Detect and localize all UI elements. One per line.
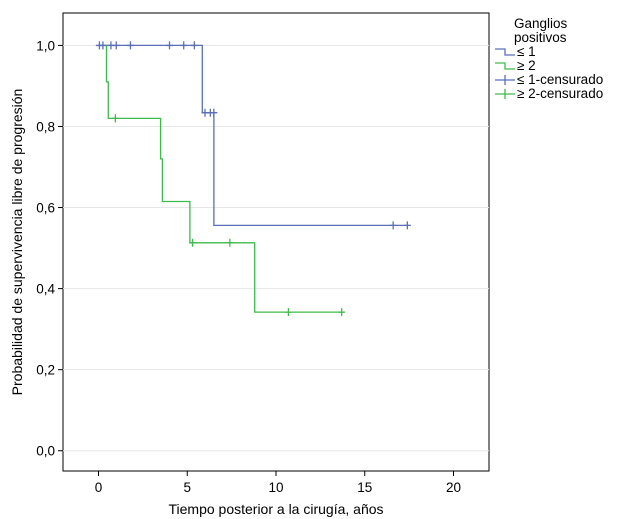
y-tick-label: 0,0 — [36, 444, 55, 459]
legend-label: ≤ 1 — [517, 44, 536, 59]
legend-item-ge2: ≥ 2 — [494, 59, 603, 73]
legend: Ganglios positivos ≤ 1 ≥ 2 ≤ 1-censurado… — [494, 17, 603, 101]
y-tick-label: 0,6 — [36, 201, 55, 216]
censor-mark — [99, 41, 107, 50]
censor-mark — [111, 114, 119, 123]
censor-mark — [126, 41, 134, 50]
censor-mark — [112, 41, 120, 50]
x-tick-label: 15 — [357, 480, 372, 495]
censor-mark — [389, 221, 397, 230]
legend-censor-icon-blue — [495, 75, 515, 85]
censor-mark — [284, 308, 292, 317]
x-tick-label: 5 — [183, 480, 191, 495]
y-tick-label: 0,8 — [36, 119, 55, 134]
legend-step-icon-blue — [495, 48, 515, 56]
x-tick-label: 20 — [446, 480, 461, 495]
y-tick-label: 0,4 — [36, 282, 55, 297]
y-tick-label: 0,2 — [36, 363, 55, 378]
x-tick-label: 10 — [268, 480, 283, 495]
censor-mark — [190, 41, 198, 50]
y-axis-label: Probabilidad de supervivencia libre de p… — [9, 89, 25, 396]
legend-label: ≥ 2-censurado — [517, 86, 604, 101]
y-tick-label: 1,0 — [36, 38, 55, 53]
x-tick-label: 0 — [95, 480, 103, 495]
legend-step-icon-green — [495, 62, 515, 70]
x-axis-ticks: 0 5 10 15 20 — [95, 471, 461, 495]
censor-mark — [338, 308, 346, 317]
gridlines — [63, 44, 489, 452]
legend-label: ≥ 2 — [517, 58, 536, 73]
censor-mark — [210, 108, 218, 117]
censor-markers — [95, 41, 411, 317]
legend-item-ge2-censored: ≥ 2-censurado — [494, 87, 603, 101]
censor-mark — [226, 238, 234, 247]
legend-item-le1-censored: ≤ 1-censurado — [494, 73, 603, 87]
plot-frame — [62, 12, 490, 472]
legend-censor-icon-green — [495, 89, 515, 99]
censor-mark — [180, 41, 188, 50]
y-axis-ticks: 0,0 0,2 0,4 0,6 0,8 1,0 — [36, 38, 63, 459]
censor-mark — [189, 238, 197, 247]
legend-item-le1: ≤ 1 — [494, 45, 603, 59]
censor-mark — [166, 41, 173, 50]
legend-label: ≤ 1-censurado — [517, 72, 604, 87]
legend-title: Ganglios positivos — [514, 16, 568, 45]
x-axis-label: Tiempo posterior a la cirugía, años — [168, 501, 383, 517]
censor-mark — [403, 221, 411, 230]
series-line-ge2 — [98, 44, 344, 313]
